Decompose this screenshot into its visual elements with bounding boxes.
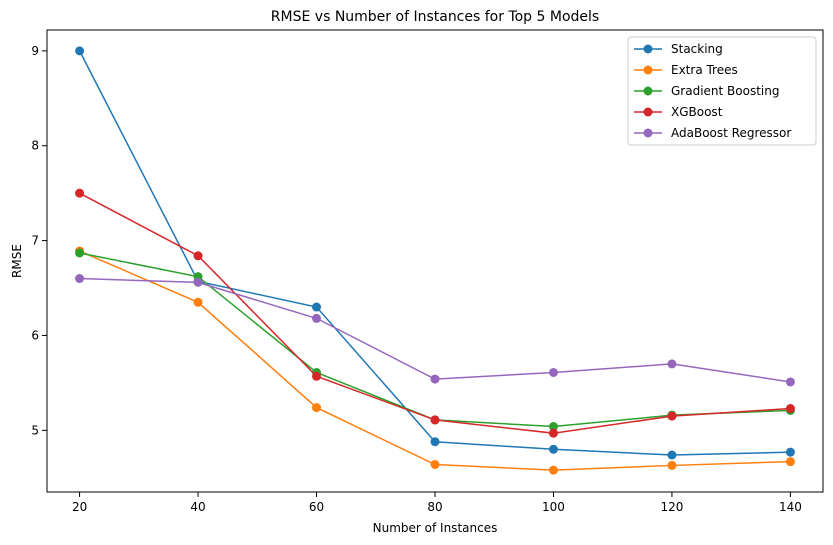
chart-title: RMSE vs Number of Instances for Top 5 Mo… [271,9,599,25]
data-point-xgboost [430,415,440,425]
x-tick-label: 40 [190,500,205,514]
series-line-adaboost-regressor [79,277,791,383]
data-point-extra-trees [785,457,795,467]
legend-box [627,36,817,146]
data-point-extra-trees [312,403,322,413]
y-ticks: 5 6 7 8 9 [31,44,47,437]
data-point-xgboost [667,411,677,421]
x-tick-label: 60 [309,500,324,514]
legend-marker-gradient-boosting [643,86,653,96]
data-point-extra-trees [548,465,558,475]
y-tick-label: 5 [31,423,39,437]
data-point-gradient-boosting [548,422,558,432]
data-point-gradient-boosting [75,248,85,258]
legend-label-extra-trees: Extra Trees [671,63,738,77]
x-ticks: 20 40 60 80 100 120 140 [72,492,802,514]
y-tick-label: 6 [31,328,39,342]
data-point-extra-trees [193,297,203,307]
data-point-adaboost-regressor [430,374,440,384]
data-point-extra-trees [430,459,440,469]
data-point-xgboost [75,188,85,198]
x-tick-label: 120 [660,500,683,514]
legend-marker-adaboost-regressor [643,128,653,138]
data-point-adaboost-regressor [75,274,85,284]
legend-label-adaboost-regressor: AdaBoost Regressor [671,126,791,140]
data-point-adaboost-regressor [785,377,795,387]
data-point-adaboost-regressor [193,277,203,287]
x-axis-label: Number of Instances [373,521,498,535]
legend-marker-extra-trees [643,65,653,75]
x-tick-label: 80 [427,500,442,514]
legend-label-xgboost: XGBoost [671,105,723,119]
legend-marker-stacking [643,44,653,54]
data-point-stacking [312,302,322,312]
plot-area [75,46,795,475]
legend-label-gradient-boosting: Gradient Boosting [671,84,779,98]
y-tick-label: 8 [31,139,39,153]
data-point-stacking [75,46,85,56]
data-point-stacking [785,447,795,457]
data-point-xgboost [785,404,795,414]
y-axis-label: RMSE [10,244,24,278]
y-tick-label: 9 [31,44,39,58]
legend-marker-xgboost [643,107,653,117]
legend-label-stacking: Stacking [671,42,723,56]
x-tick-label: 100 [542,500,565,514]
data-point-adaboost-regressor [548,367,558,377]
series-line-gradient-boosting [79,252,791,428]
data-point-stacking [667,450,677,460]
y-tick-label: 7 [31,234,39,248]
data-point-extra-trees [667,460,677,470]
data-point-xgboost [548,428,558,438]
series-line-xgboost [79,192,791,434]
legend: Stacking Extra Trees Gradient Boosting XGBo… [627,36,817,146]
data-point-stacking [548,444,558,454]
x-tick-label: 20 [72,500,87,514]
x-tick-label: 140 [779,500,802,514]
data-point-xgboost [193,251,203,261]
data-point-adaboost-regressor [667,359,677,369]
data-point-stacking [430,437,440,447]
data-point-xgboost [312,371,322,381]
data-point-adaboost-regressor [312,313,322,323]
